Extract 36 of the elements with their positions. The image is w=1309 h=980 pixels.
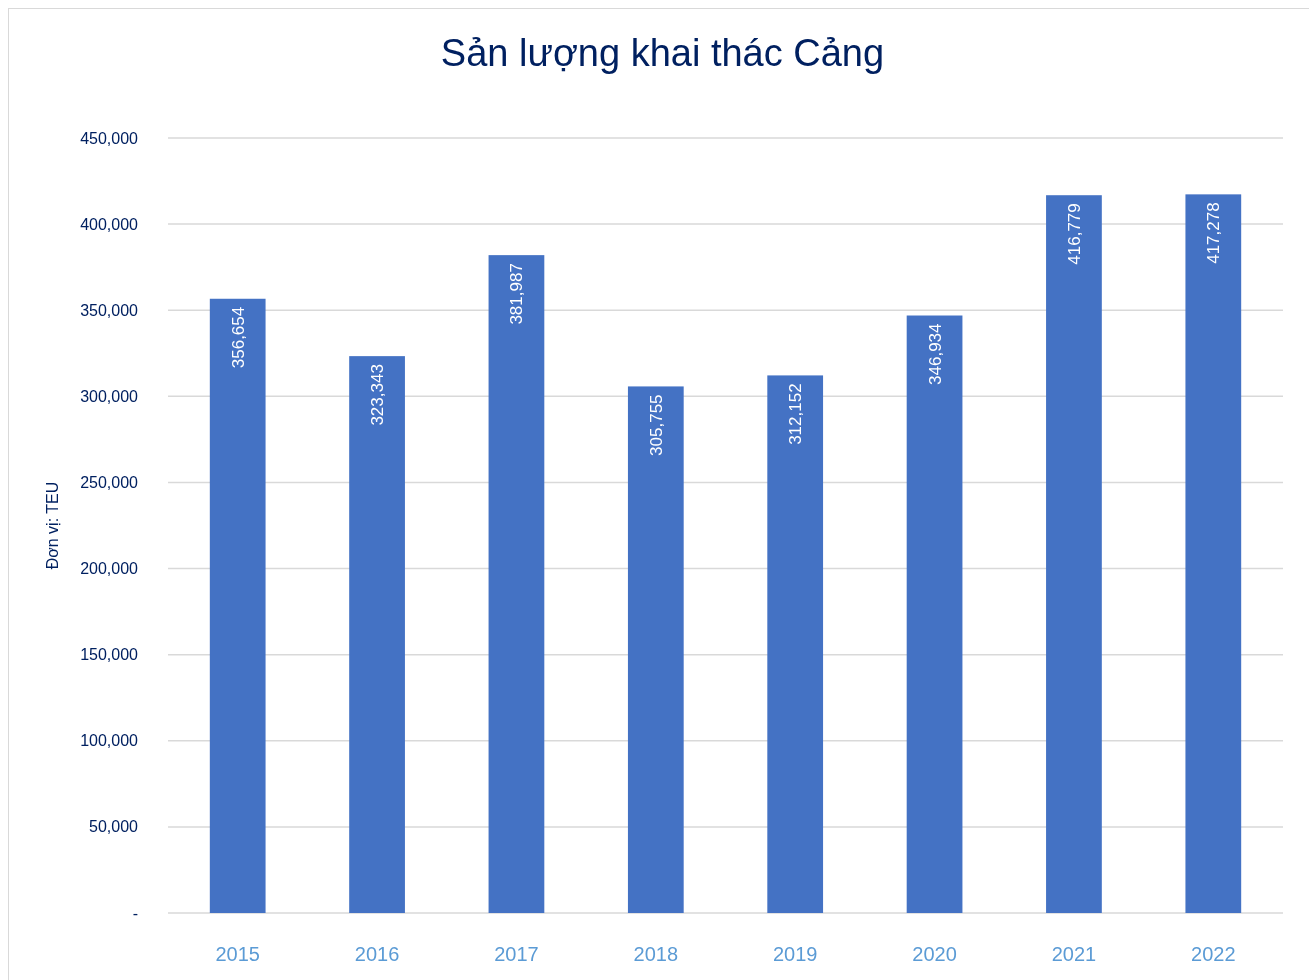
y-tick-label: 350,000	[80, 301, 139, 319]
y-tick-label: 200,000	[80, 560, 139, 578]
bar	[767, 375, 824, 913]
y-tick-label: 250,000	[80, 474, 139, 492]
chart-title: Sản lượng khai thác Cảng	[440, 32, 885, 74]
bar	[349, 356, 405, 913]
y-tick-label: 400,000	[80, 215, 139, 233]
data-label: 323,343	[368, 364, 388, 426]
x-tick-label: 2022	[1191, 943, 1236, 965]
data-label: 381,987	[507, 263, 527, 325]
data-label: 312,152	[786, 383, 806, 445]
data-label: 417,278	[1204, 202, 1224, 264]
bar	[627, 386, 684, 913]
x-tick-label: 2020	[912, 943, 957, 965]
x-tick-label: 2019	[772, 943, 818, 965]
data-label: 416,779	[1064, 203, 1084, 265]
y-tick-label: 50,000	[89, 818, 139, 836]
bar	[1185, 194, 1242, 913]
y-tick-label: -	[132, 904, 138, 922]
x-tick-label: 2018	[633, 943, 679, 965]
x-tick-label: 2015	[215, 943, 260, 965]
y-tick-label: 300,000	[80, 387, 139, 405]
bar	[488, 255, 545, 913]
x-tick-label: 2021	[1051, 943, 1097, 965]
y-tick-label: 100,000	[80, 732, 139, 750]
y-axis-title: Đơn vị: TEU	[44, 481, 61, 570]
x-tick-label: 2017	[494, 943, 539, 965]
bar	[906, 315, 963, 913]
x-tick-label: 2016	[354, 943, 400, 965]
data-label: 356,654	[228, 306, 248, 369]
bar	[209, 298, 266, 913]
data-label: 346,934	[925, 323, 945, 385]
bar	[1046, 195, 1102, 913]
y-tick-label: 450,000	[80, 129, 139, 147]
data-label: 305,755	[646, 394, 666, 456]
y-tick-label: 150,000	[80, 646, 139, 664]
